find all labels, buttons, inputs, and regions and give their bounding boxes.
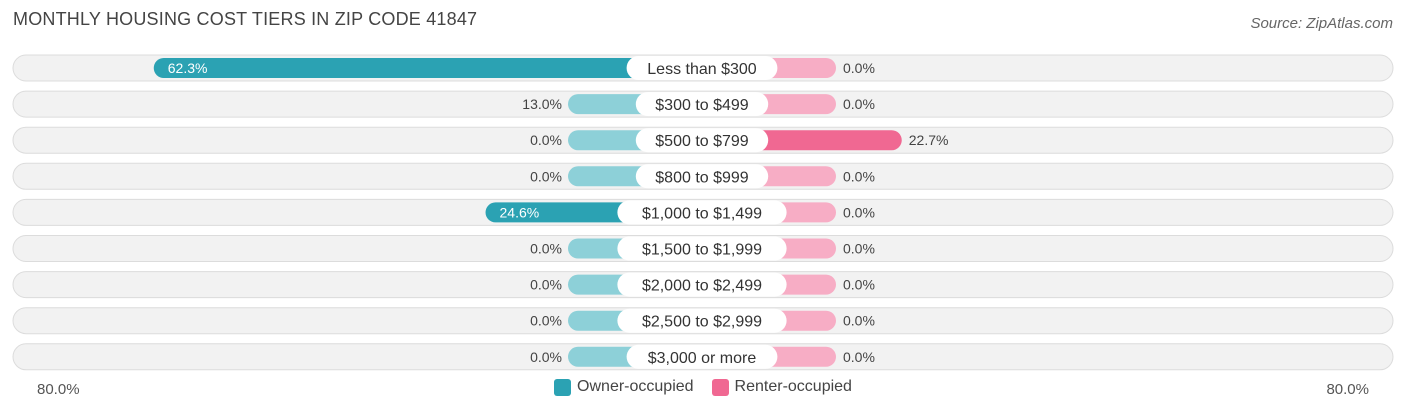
legend-label-owner: Owner-occupied: [577, 378, 694, 395]
category-pill: [617, 308, 787, 333]
chart-title: MONTHLY HOUSING COST TIERS IN ZIP CODE 4…: [13, 9, 478, 29]
category-pill: [626, 344, 778, 369]
legend-label-renter: Renter-occupied: [734, 378, 852, 395]
category-label: $300 to $499: [655, 97, 749, 114]
value-label-owner: 62.3%: [168, 60, 208, 76]
chart-source: Source: ZipAtlas.com: [1250, 15, 1393, 32]
legend-item-renter[interactable]: Renter-occupied: [711, 378, 852, 396]
value-label-owner: 0.0%: [530, 168, 562, 184]
value-label-renter: 0.0%: [843, 96, 875, 112]
category-label: Less than $300: [647, 61, 757, 78]
category-label: $1,000 to $1,499: [642, 205, 762, 222]
value-label-owner: 13.0%: [522, 96, 562, 112]
value-label-renter: 0.0%: [843, 241, 875, 257]
category-pill: [635, 92, 769, 117]
category-label: $500 to $799: [655, 133, 749, 150]
legend-swatch-owner: [554, 378, 572, 396]
value-label-renter: 0.0%: [843, 349, 875, 365]
category-label: $2,000 to $2,499: [642, 278, 762, 295]
value-label-owner: 0.0%: [530, 241, 562, 257]
value-label-renter: 0.0%: [843, 313, 875, 329]
value-label-owner: 24.6%: [500, 204, 540, 220]
category-pill: [617, 236, 787, 261]
legend-item-owner[interactable]: Owner-occupied: [554, 378, 694, 396]
axis-label-right: 80.0%: [1326, 381, 1369, 398]
bar-owner: [153, 58, 702, 78]
category-pill: [635, 128, 769, 153]
value-label-renter: 0.0%: [843, 204, 875, 220]
category-label: $1,500 to $1,999: [642, 242, 762, 259]
category-label: $3,000 or more: [648, 350, 757, 367]
value-label-owner: 0.0%: [530, 349, 562, 365]
category-pill: [617, 272, 787, 297]
value-label-renter: 0.0%: [843, 168, 875, 184]
axis-label-left: 80.0%: [37, 381, 80, 398]
legend-swatch-renter: [711, 378, 729, 396]
category-label: $800 to $999: [655, 169, 749, 186]
category-label: $2,500 to $2,999: [642, 314, 762, 331]
value-label-owner: 0.0%: [530, 313, 562, 329]
value-label-owner: 0.0%: [530, 132, 562, 148]
category-pill: [635, 164, 769, 189]
value-label-owner: 0.0%: [530, 277, 562, 293]
category-pill: [617, 200, 787, 225]
value-label-renter: 22.7%: [909, 132, 949, 148]
value-label-renter: 0.0%: [843, 60, 875, 76]
value-label-renter: 0.0%: [843, 277, 875, 293]
category-pill: [626, 56, 778, 80]
legend: Owner-occupied Renter-occupied: [0, 378, 1406, 396]
